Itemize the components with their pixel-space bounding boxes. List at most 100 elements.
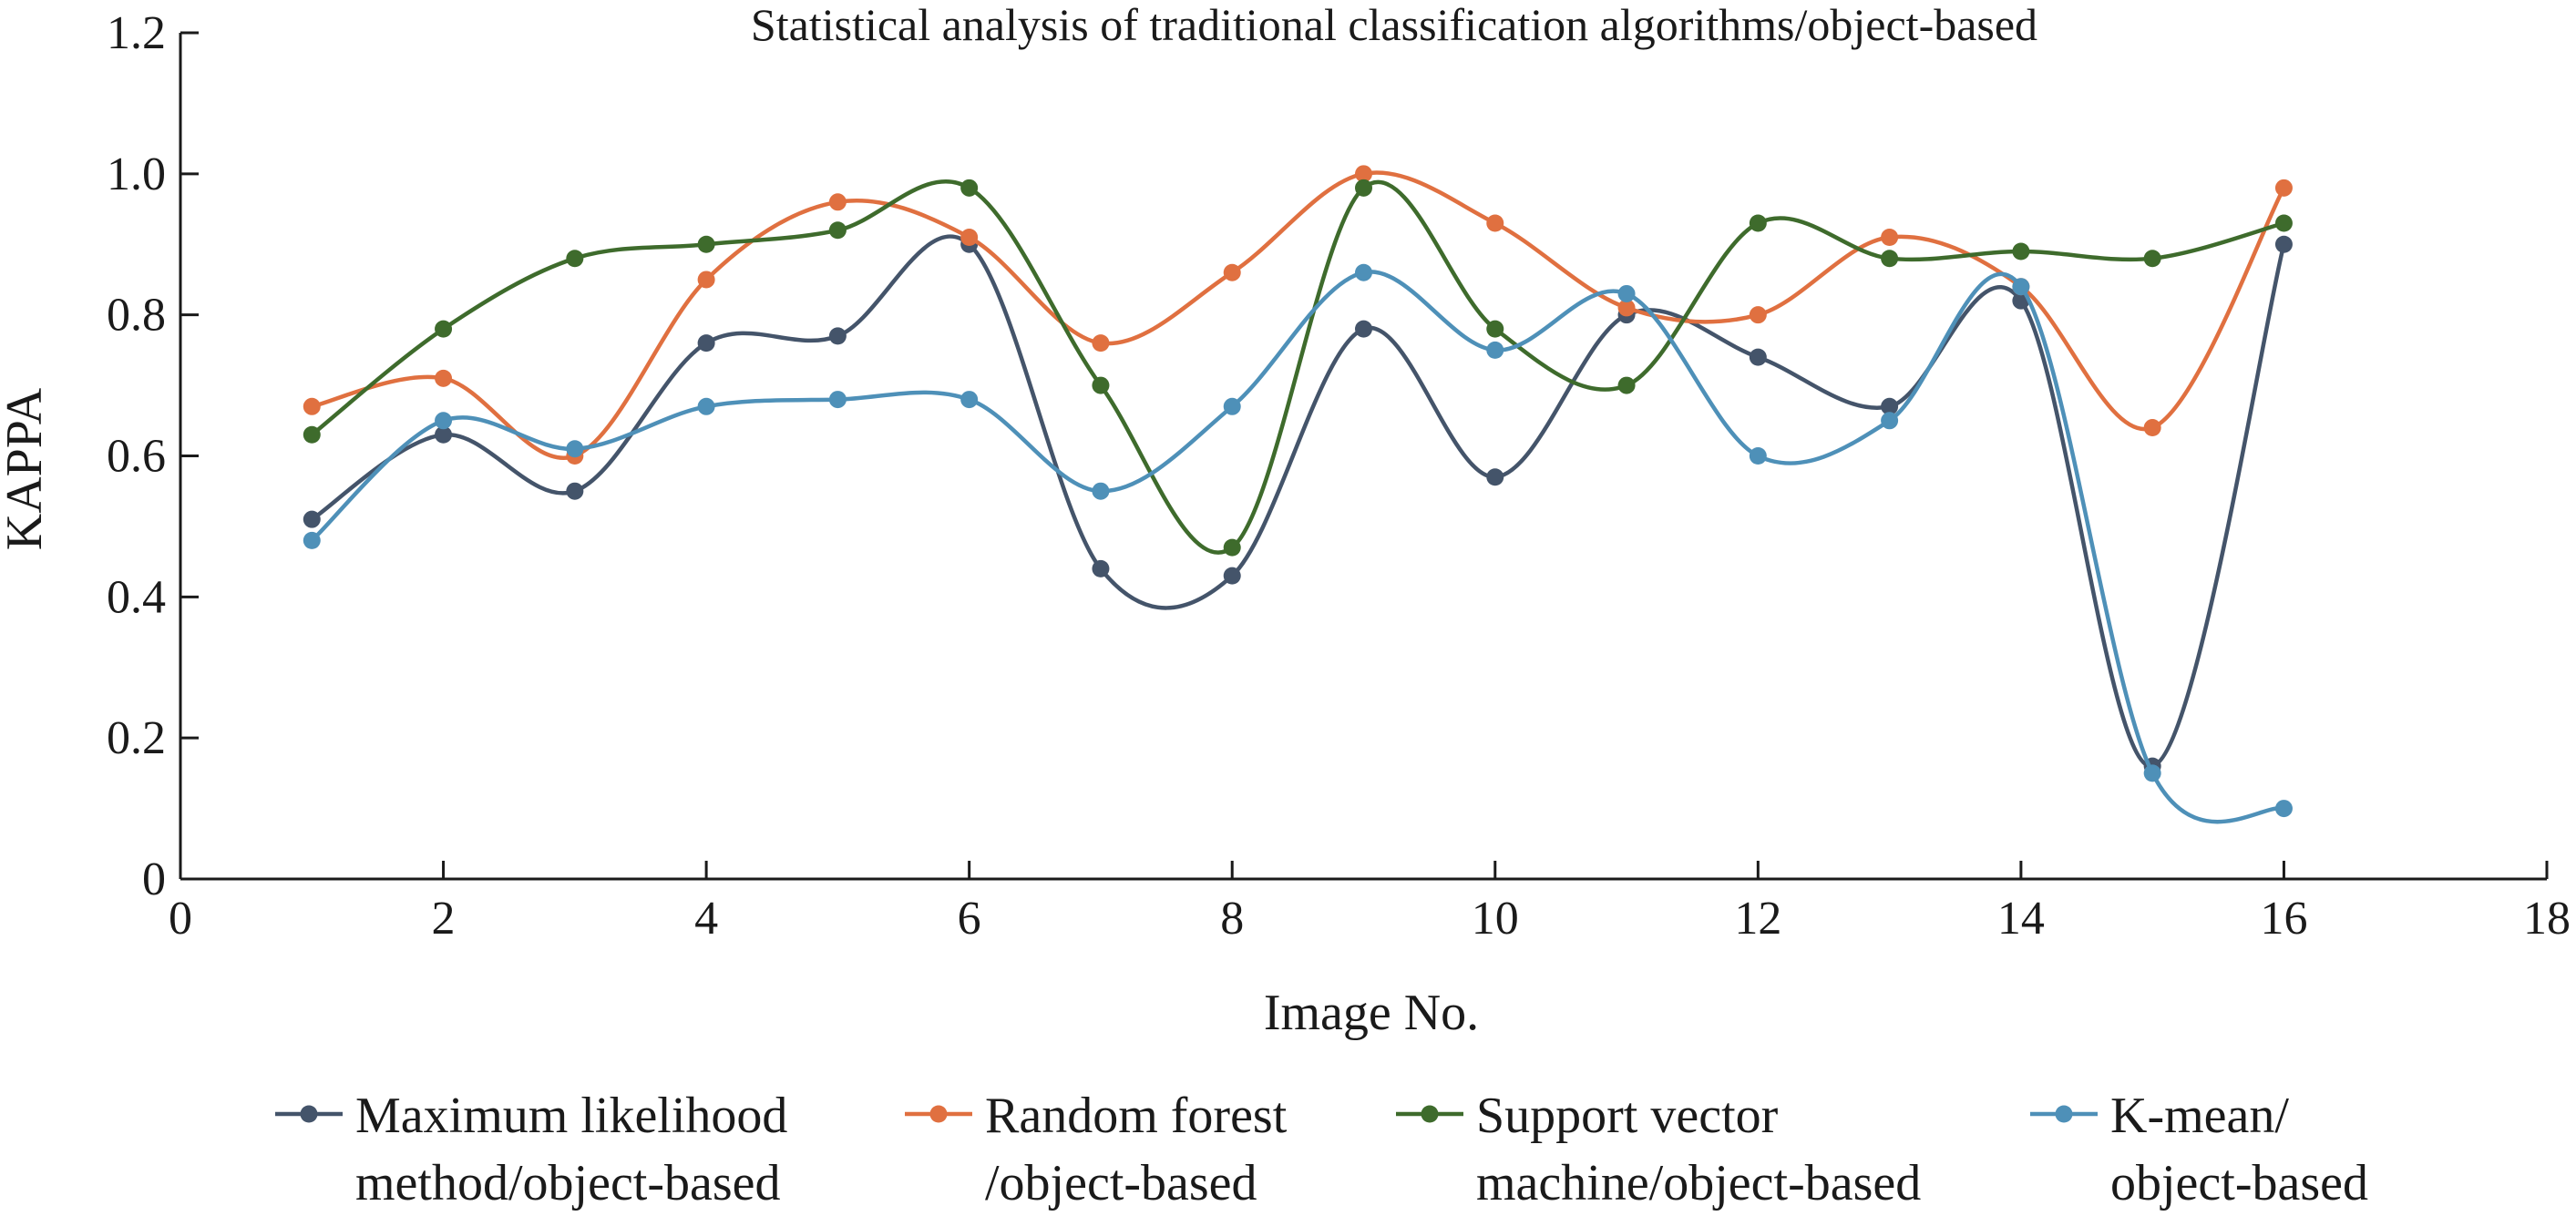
data-point [2143,764,2161,782]
y-tick-label: 1.2 [107,7,166,59]
data-point [1881,229,1899,247]
x-tick-label: 10 [1472,893,1519,945]
x-tick-label: 18 [2523,893,2571,945]
data-point [697,271,715,289]
y-tick-label: 0.2 [107,712,166,764]
data-point [1355,179,1372,197]
legend-item: Support vector machine/object-based [1396,1088,1921,1211]
data-point [566,482,584,500]
x-tick-label: 0 [169,893,192,945]
legend-label: machine/object-based [1476,1155,1921,1211]
data-point [2274,179,2293,197]
data-point [1486,214,1504,232]
x-tick-label: 8 [1220,893,1244,945]
data-point [960,391,979,409]
data-point [303,425,321,444]
data-point [566,250,584,268]
x-tick-label: 4 [694,893,718,945]
legend: Maximum likelihood method/object-based Ran… [275,1088,2368,1211]
data-point [435,412,453,430]
data-point [435,425,453,444]
data-point [1617,284,1636,302]
data-point [2012,278,2030,296]
chart-title: Statistical analysis of traditional clas… [751,0,2037,50]
legend-marker [2055,1105,2073,1123]
data-point [1881,250,1899,268]
series-line [311,234,2286,769]
data-point [828,327,847,345]
data-point [2143,419,2161,437]
legend-item: Maximum likelihood method/object-based [275,1088,787,1211]
data-point [1355,263,1372,281]
data-point [1749,447,1767,465]
series-line [310,179,2284,555]
y-tick-label: 0.4 [107,571,166,623]
data-point [2143,250,2161,268]
data-point [303,531,321,549]
data-point [2274,214,2293,232]
data-point [1092,482,1110,500]
data-point [303,397,321,415]
legend-label: Support vector [1476,1088,1779,1144]
data-point [1223,538,1241,557]
data-point [1223,397,1241,415]
series-1 [303,234,2293,775]
y-axis-title: KAPPA [0,387,53,550]
series-group [303,165,2293,824]
data-point [1881,412,1899,430]
data-point [960,179,979,197]
x-tick-label: 12 [1734,893,1781,945]
legend-label: Random forest [985,1088,1288,1144]
data-point [1092,559,1110,577]
data-point [2274,235,2293,253]
legend-label: /object-based [985,1155,1257,1211]
legend-marker [929,1105,948,1123]
series-line [310,270,2284,824]
data-point [828,193,847,211]
data-point [697,397,715,415]
data-point [697,334,715,353]
series-3 [303,179,2293,557]
data-point [303,510,321,528]
data-point [566,440,584,458]
data-point [1223,567,1241,585]
x-tick-label: 16 [2260,893,2307,945]
y-tick-label: 0.8 [107,290,166,342]
data-point [1223,263,1241,281]
legend-label: object-based [2110,1155,2368,1211]
data-point [1617,376,1636,394]
legend-item: K-mean/object-based [2030,1088,2368,1211]
legend-label: K-mean/ [2110,1088,2289,1144]
legend-label: Maximum likelihood [355,1088,787,1144]
series-4 [303,263,2293,824]
data-point [2012,242,2030,261]
data-point [1092,334,1110,353]
y-tick-label: 1.0 [107,148,166,200]
data-point [1749,214,1767,232]
legend-marker [1421,1105,1439,1123]
data-point [435,320,453,338]
legend-marker [300,1105,318,1123]
series-line [311,170,2286,460]
data-point [828,391,847,409]
data-point [2274,800,2293,818]
legend-item: Random forest/object-based [905,1088,1288,1211]
data-point [697,235,715,253]
data-point [1749,306,1767,324]
x-tick-label: 2 [432,893,456,945]
legend-label: method/object-based [355,1155,781,1211]
data-point [960,229,979,247]
x-axis-title: Image No. [1264,985,1479,1041]
data-point [1486,341,1504,359]
series-2 [303,165,2293,465]
data-point [435,369,453,387]
data-point [1617,299,1636,317]
axes: 0 2 4 6 8 10 12 14 16 18 0 0.2 0.4 0.6 0.8 1.0 1.2 [107,7,2571,945]
x-tick-label: 6 [958,893,981,945]
data-point [1749,348,1767,366]
y-tick-label: 0.6 [107,431,166,483]
x-tick-label: 14 [1997,893,2045,945]
data-point [1486,320,1504,338]
data-point [1881,397,1899,415]
